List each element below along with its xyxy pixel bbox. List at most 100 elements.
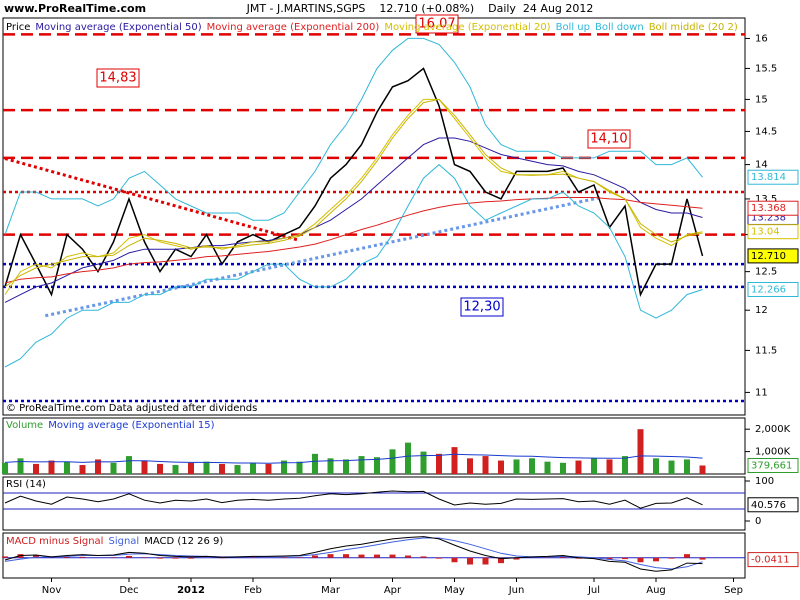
bar: [312, 453, 318, 474]
bar: [606, 459, 613, 474]
legend-entry: Price: [6, 22, 30, 33]
series-line: [4, 197, 703, 284]
bar: [374, 554, 380, 558]
bar: [296, 461, 303, 474]
x-tick-label: Apr: [384, 585, 402, 596]
series-line: [4, 67, 704, 297]
value-box-label: 40.576: [751, 500, 786, 511]
x-tick-label: Aug: [646, 585, 666, 596]
bar: [699, 557, 706, 560]
y-tick-label: 16: [755, 33, 768, 44]
level-label-box: [460, 297, 504, 317]
series-line: [4, 137, 703, 303]
legend-entry: Boll up: [556, 22, 590, 33]
legend-entry: Moving average (Exponential 50): [35, 22, 201, 33]
y-tick-label: 11: [755, 387, 768, 398]
bar: [482, 456, 489, 474]
value-box: [747, 200, 799, 216]
y-tick-label: 1,000K: [755, 447, 791, 458]
bar: [668, 460, 675, 474]
y-tick-label: 12: [755, 305, 768, 316]
value-box-label: 379,661: [751, 460, 792, 471]
legend-entry: Moving average (Exponential 20): [384, 22, 550, 33]
bar: [420, 451, 427, 474]
level-label-box: [415, 14, 459, 34]
bar: [79, 465, 86, 474]
legend-entry: Signal: [108, 536, 139, 547]
bar: [389, 554, 396, 558]
value-box-label: 13.814: [751, 172, 786, 183]
bar: [436, 557, 442, 559]
bar: [467, 458, 473, 474]
bar: [2, 462, 8, 474]
bar: [265, 463, 272, 474]
bar: [95, 459, 101, 474]
value-box-label: 13.04: [751, 227, 780, 238]
bar: [2, 556, 8, 558]
value-box: [747, 281, 799, 297]
bar: [653, 557, 659, 562]
footnote: © ProRealTime.com Data adjusted after di…: [6, 403, 257, 414]
level-label: 14,10: [590, 132, 627, 147]
bar: [327, 554, 334, 558]
bar: [17, 458, 24, 474]
bar: [420, 556, 427, 558]
bar: [126, 456, 132, 474]
trendline: [4, 157, 300, 242]
bar: [203, 461, 210, 474]
bar: [668, 557, 675, 559]
y-tick-label: 14: [755, 160, 768, 171]
bar: [110, 462, 117, 474]
bar: [250, 462, 256, 474]
x-tick-label: Feb: [244, 585, 262, 596]
series-line: [4, 37, 703, 235]
bar: [126, 555, 132, 558]
bar: [33, 463, 39, 474]
x-tick-label: May: [444, 585, 465, 596]
bar: [405, 555, 411, 558]
logo: www.ProRealTime.com: [4, 2, 146, 15]
x-tick-label: 2012: [177, 585, 205, 596]
x-tick-label: Mar: [321, 585, 341, 596]
legend-entry: MACD minus Signal: [6, 536, 103, 547]
value-box-label: 12.710: [751, 251, 786, 262]
bar: [343, 554, 349, 558]
value-box: [747, 552, 799, 568]
bar: [141, 460, 148, 474]
bar: [544, 461, 551, 474]
bar: [451, 447, 458, 474]
chart-title: JMT - J.MARTINS,SGPS 12.710 (+0.08%) Dai…: [246, 2, 594, 15]
bar: [281, 460, 287, 474]
bar: [33, 555, 39, 558]
series-line: [4, 537, 703, 570]
bar: [405, 442, 411, 474]
y-tick-label: 11.5: [755, 345, 777, 356]
series-line: [4, 536, 703, 572]
bar: [79, 556, 86, 558]
bar: [157, 463, 163, 474]
y-tick-label: 14.5: [755, 126, 777, 137]
legend-entry: Moving average (Exponential 15): [48, 420, 214, 431]
bar: [684, 459, 690, 474]
bar: [637, 557, 644, 563]
y-tick-label: 2,000K: [755, 424, 791, 435]
bar: [684, 554, 690, 558]
x-tick-label: Sep: [724, 585, 743, 596]
bar: [513, 557, 520, 560]
bar: [498, 557, 504, 564]
bar: [358, 456, 365, 474]
level-label: 12,30: [463, 300, 500, 315]
series-line: [4, 490, 703, 509]
bar: [653, 458, 659, 474]
trendline: [44, 196, 601, 318]
bar: [622, 557, 628, 560]
value-box-label: 13.238: [751, 212, 786, 223]
series-line: [4, 453, 703, 464]
value-box-label: 13.368: [751, 203, 786, 214]
x-tick-label: Jul: [587, 585, 600, 596]
bar: [389, 449, 396, 474]
bar: [172, 465, 179, 474]
value-box: [747, 457, 799, 473]
bar: [606, 557, 613, 560]
series-line: [4, 163, 703, 368]
